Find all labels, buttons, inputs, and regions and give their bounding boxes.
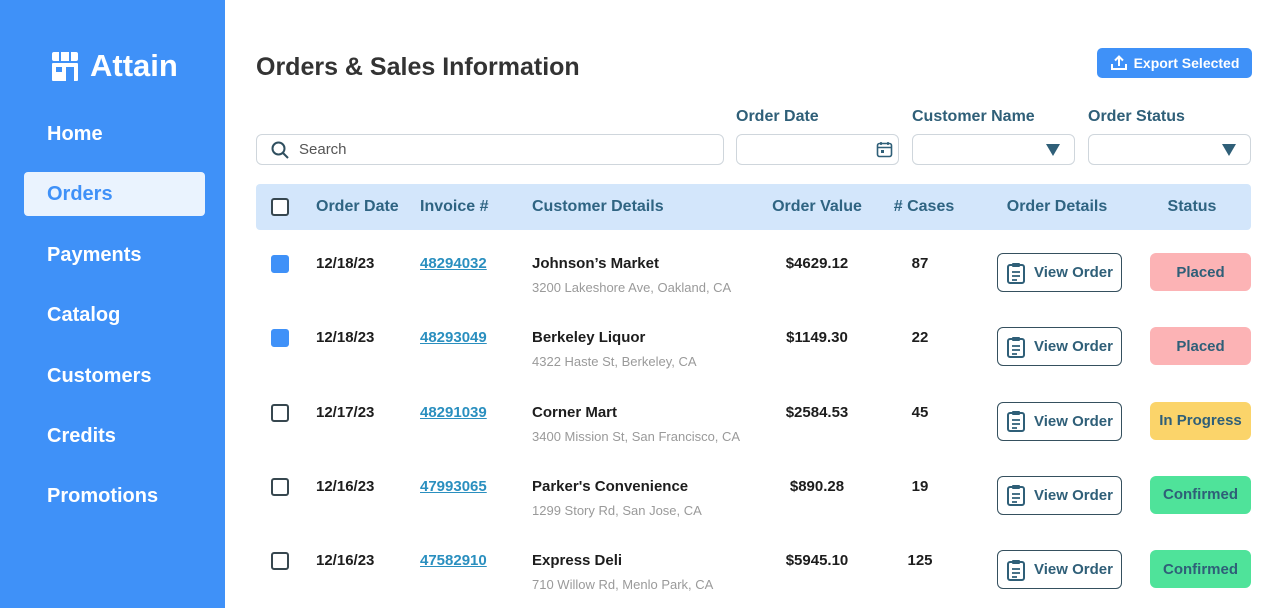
order-date: 12/18/23 <box>316 329 375 347</box>
case-count: 22 <box>911 329 929 347</box>
customer-address: 4322 Haste St, Berkeley, CA <box>532 354 697 370</box>
page-title: Orders & Sales Information <box>256 53 580 81</box>
column-header: # Cases <box>893 198 955 215</box>
nav-item[interactable]: Payments <box>47 243 142 266</box>
brand: Attain <box>90 48 178 83</box>
column-header: Order Value <box>772 198 862 215</box>
nav-item[interactable]: Customers <box>47 364 152 387</box>
invoice-link[interactable]: 48293049 <box>420 329 487 347</box>
upload-icon <box>1110 55 1127 70</box>
case-count: 45 <box>911 403 929 421</box>
status-badge: In Progress <box>1150 401 1251 440</box>
clipboard-icon <box>1007 411 1026 433</box>
customer-name: Johnson’s Market <box>532 255 659 272</box>
select-all-checkbox[interactable] <box>271 198 289 216</box>
clipboard-icon <box>1007 559 1026 581</box>
customer-name: Berkeley Liquor <box>532 329 646 347</box>
customer-name: Parker's Convenience <box>532 477 689 495</box>
customer-address: 3400 Mission St, San Francisco, CA <box>532 428 741 444</box>
table-header <box>256 184 1251 230</box>
nav-item[interactable]: Orders <box>24 172 205 217</box>
column-header: Customer Details <box>532 198 664 215</box>
order-value: $2584.53 <box>785 403 849 421</box>
dropdown-arrow <box>1046 144 1060 156</box>
date-input[interactable] <box>736 134 899 165</box>
invoice-link[interactable]: 48291039 <box>420 403 487 421</box>
search-input[interactable]: Search <box>256 134 724 165</box>
clipboard-icon <box>1007 262 1026 284</box>
case-count: 19 <box>911 477 929 495</box>
search-placeholder: Search <box>299 141 347 158</box>
row-checkbox[interactable] <box>271 255 289 273</box>
search-icon <box>271 141 289 159</box>
export-button[interactable]: Export Selected <box>1097 48 1252 78</box>
order-date: 12/16/23 <box>316 552 375 570</box>
order-value: $1149.30 <box>786 329 848 347</box>
view-order-button[interactable]: View Order <box>997 550 1122 590</box>
view-order-button[interactable]: View Order <box>997 475 1122 515</box>
invoice-link[interactable]: 47993065 <box>420 477 487 495</box>
order-date: 12/17/23 <box>316 403 375 421</box>
column-header: Order Details <box>1006 198 1108 215</box>
view-order-label: View Order <box>1034 412 1113 430</box>
view-order-label: View Order <box>1034 486 1113 504</box>
case-count: 87 <box>911 255 929 272</box>
column-header: Invoice # <box>420 198 489 215</box>
filter-label: Order Status <box>1088 108 1185 125</box>
column-header: Status <box>1167 198 1217 215</box>
view-order-label: View Order <box>1034 264 1113 281</box>
view-order-label: View Order <box>1034 561 1113 579</box>
view-order-button[interactable]: View Order <box>997 253 1122 292</box>
view-order-button[interactable]: View Order <box>997 327 1122 367</box>
row-checkbox[interactable] <box>271 477 289 496</box>
nav-item[interactable]: Credits <box>47 425 116 447</box>
status-badge: Placed <box>1150 253 1251 291</box>
status-badge: Placed <box>1150 327 1251 366</box>
order-value: $890.28 <box>789 477 845 495</box>
customer-select[interactable] <box>912 134 1075 165</box>
nav-item[interactable]: Promotions <box>47 485 159 508</box>
status-badge: Confirmed <box>1150 475 1251 514</box>
sidebar: Attain Home Orders Payments Catalog Customer… <box>0 0 225 608</box>
customer-address: 3200 Lakeshore Ave, Oakland, CA <box>532 280 732 295</box>
nav-item[interactable]: Home <box>47 123 103 145</box>
case-count: 125 <box>907 552 933 570</box>
customer-address: 710 Willow Rd, Menlo Park, CA <box>532 577 714 593</box>
customer-name: Express Deli <box>532 552 623 570</box>
row-checkbox[interactable] <box>271 329 289 348</box>
column-header: Order Date <box>316 198 399 215</box>
order-date: 12/16/23 <box>316 477 375 495</box>
nav-item[interactable]: Catalog <box>47 304 121 327</box>
export-label: Export Selected <box>1133 55 1240 71</box>
invoice-link[interactable]: 47582910 <box>420 552 487 570</box>
filter-label: Order Date <box>736 108 819 125</box>
status-select[interactable] <box>1088 134 1251 165</box>
view-order-button[interactable]: View Order <box>997 401 1122 441</box>
order-value: $5945.10 <box>785 552 849 570</box>
clipboard-icon <box>1007 485 1026 507</box>
row-checkbox[interactable] <box>271 403 289 422</box>
customer-name: Corner Mart <box>532 403 618 421</box>
customer-address: 1299 Story Rd, San Jose, CA <box>532 502 702 518</box>
row-checkbox[interactable] <box>271 552 289 571</box>
brand-logo <box>52 52 78 81</box>
clipboard-icon <box>1007 336 1026 358</box>
filter-label: Customer Name <box>912 108 1035 125</box>
order-value: $4629.12 <box>785 255 849 272</box>
view-order-label: View Order <box>1034 338 1113 356</box>
order-date: 12/18/23 <box>316 255 375 272</box>
status-badge: Confirmed <box>1150 550 1251 589</box>
calendar-icon <box>876 142 893 158</box>
dropdown-arrow <box>1222 144 1236 156</box>
invoice-link[interactable]: 48294032 <box>420 255 487 272</box>
